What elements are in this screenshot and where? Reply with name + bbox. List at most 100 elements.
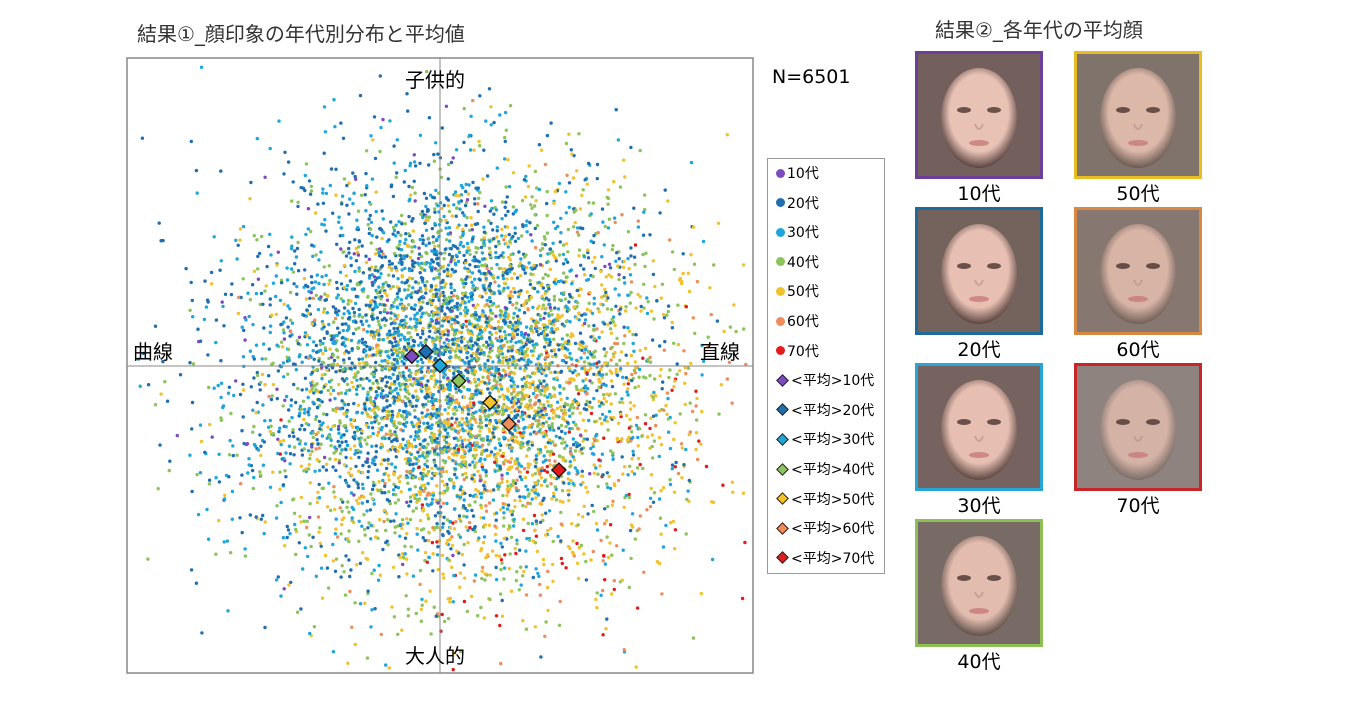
data-point bbox=[337, 461, 341, 465]
data-point bbox=[309, 381, 313, 385]
data-point bbox=[480, 465, 484, 469]
data-point bbox=[442, 257, 446, 261]
data-point bbox=[557, 623, 562, 627]
data-point bbox=[471, 258, 475, 263]
data-point bbox=[398, 421, 402, 426]
data-point bbox=[666, 417, 671, 421]
data-point bbox=[302, 519, 306, 523]
data-point bbox=[317, 258, 321, 262]
data-point bbox=[512, 389, 516, 393]
data-point bbox=[262, 531, 266, 536]
data-point bbox=[497, 437, 501, 441]
data-point bbox=[536, 410, 540, 414]
data-point bbox=[542, 454, 546, 458]
data-point bbox=[282, 456, 286, 461]
data-point bbox=[449, 286, 453, 290]
data-point bbox=[360, 411, 364, 415]
data-point bbox=[330, 366, 335, 370]
data-point bbox=[498, 448, 502, 452]
data-point bbox=[651, 259, 656, 263]
data-point bbox=[493, 326, 497, 331]
data-point bbox=[622, 158, 626, 162]
data-point bbox=[508, 296, 512, 301]
data-point bbox=[260, 234, 264, 239]
data-point bbox=[482, 616, 486, 620]
data-point bbox=[238, 516, 242, 520]
data-point bbox=[364, 254, 368, 258]
data-point bbox=[335, 535, 340, 539]
data-point bbox=[415, 332, 420, 337]
data-point bbox=[430, 437, 434, 441]
data-point bbox=[427, 359, 431, 363]
data-point bbox=[699, 442, 703, 446]
data-point bbox=[547, 337, 552, 342]
data-point bbox=[452, 651, 456, 655]
data-point bbox=[445, 316, 450, 320]
data-point bbox=[528, 278, 532, 283]
data-point bbox=[304, 387, 309, 391]
data-point bbox=[392, 471, 396, 476]
data-point bbox=[482, 271, 487, 276]
data-point bbox=[289, 580, 293, 585]
data-point bbox=[466, 192, 471, 196]
data-point bbox=[448, 402, 453, 406]
data-point bbox=[352, 444, 357, 448]
data-point bbox=[422, 467, 426, 471]
data-point bbox=[321, 351, 325, 356]
data-point bbox=[369, 333, 373, 337]
data-point bbox=[503, 205, 507, 209]
data-point bbox=[340, 440, 344, 444]
data-point bbox=[514, 340, 518, 345]
data-point bbox=[433, 222, 437, 226]
data-point bbox=[522, 335, 526, 340]
data-point bbox=[504, 185, 508, 189]
data-point bbox=[325, 436, 329, 440]
data-point bbox=[622, 341, 626, 346]
data-point bbox=[446, 558, 451, 562]
data-point bbox=[550, 426, 555, 430]
data-point bbox=[404, 232, 408, 236]
data-point bbox=[573, 369, 577, 373]
data-point bbox=[379, 632, 383, 637]
data-point bbox=[678, 412, 682, 416]
data-point bbox=[408, 268, 412, 273]
data-point bbox=[447, 338, 451, 343]
data-point bbox=[526, 374, 530, 378]
data-point bbox=[329, 508, 333, 513]
data-point bbox=[440, 553, 445, 558]
data-point bbox=[427, 163, 431, 167]
data-point bbox=[498, 113, 502, 117]
data-point bbox=[548, 267, 553, 272]
data-point bbox=[325, 505, 330, 509]
data-point bbox=[646, 300, 650, 304]
data-point bbox=[228, 438, 232, 443]
data-point bbox=[489, 221, 493, 225]
data-point bbox=[477, 196, 481, 200]
data-point bbox=[520, 348, 524, 353]
data-point bbox=[539, 655, 543, 659]
data-point bbox=[673, 421, 677, 425]
data-point bbox=[497, 554, 502, 558]
data-point bbox=[457, 420, 462, 425]
data-point bbox=[627, 266, 631, 271]
data-point bbox=[471, 460, 475, 464]
data-point bbox=[333, 532, 338, 536]
data-point bbox=[424, 218, 428, 222]
data-point bbox=[472, 148, 476, 152]
data-point bbox=[601, 559, 605, 563]
data-point bbox=[700, 373, 704, 377]
data-point bbox=[384, 528, 388, 533]
data-point bbox=[384, 375, 388, 379]
data-point bbox=[424, 196, 429, 200]
data-point bbox=[406, 614, 410, 618]
data-point bbox=[308, 456, 312, 461]
data-point bbox=[489, 105, 493, 109]
data-point bbox=[528, 501, 533, 506]
data-point bbox=[370, 608, 374, 612]
data-point bbox=[266, 244, 271, 249]
data-point bbox=[594, 466, 598, 470]
data-point bbox=[508, 239, 512, 243]
data-point bbox=[294, 255, 299, 259]
data-point bbox=[249, 180, 253, 185]
data-point bbox=[326, 586, 331, 590]
